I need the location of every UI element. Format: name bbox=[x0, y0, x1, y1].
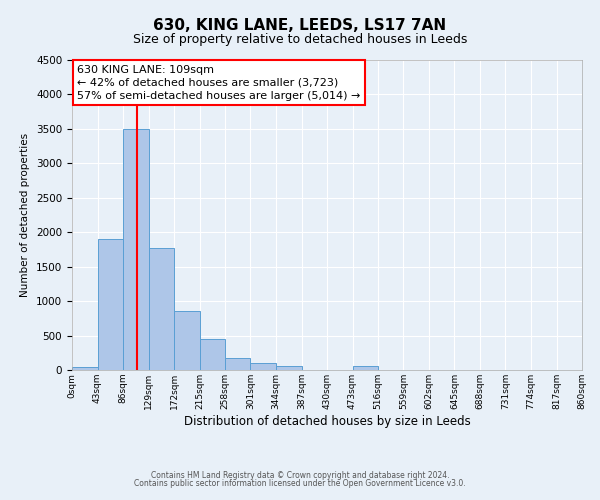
X-axis label: Distribution of detached houses by size in Leeds: Distribution of detached houses by size … bbox=[184, 414, 470, 428]
Bar bbox=[199, 339, 225, 370]
Text: 630 KING LANE: 109sqm
← 42% of detached houses are smaller (3,723)
57% of semi-d: 630 KING LANE: 109sqm ← 42% of detached … bbox=[77, 64, 361, 101]
Bar bbox=[123, 129, 149, 370]
Bar bbox=[174, 312, 199, 370]
Bar bbox=[72, 366, 97, 370]
Text: Contains public sector information licensed under the Open Government Licence v3: Contains public sector information licen… bbox=[134, 479, 466, 488]
Bar bbox=[97, 239, 123, 370]
Bar bbox=[149, 248, 174, 370]
Bar bbox=[251, 363, 276, 370]
Bar bbox=[276, 366, 302, 370]
Text: Contains HM Land Registry data © Crown copyright and database right 2024.: Contains HM Land Registry data © Crown c… bbox=[151, 470, 449, 480]
Text: 630, KING LANE, LEEDS, LS17 7AN: 630, KING LANE, LEEDS, LS17 7AN bbox=[154, 18, 446, 32]
Y-axis label: Number of detached properties: Number of detached properties bbox=[20, 133, 31, 297]
Bar bbox=[225, 358, 251, 370]
Bar bbox=[353, 366, 378, 370]
Text: Size of property relative to detached houses in Leeds: Size of property relative to detached ho… bbox=[133, 32, 467, 46]
